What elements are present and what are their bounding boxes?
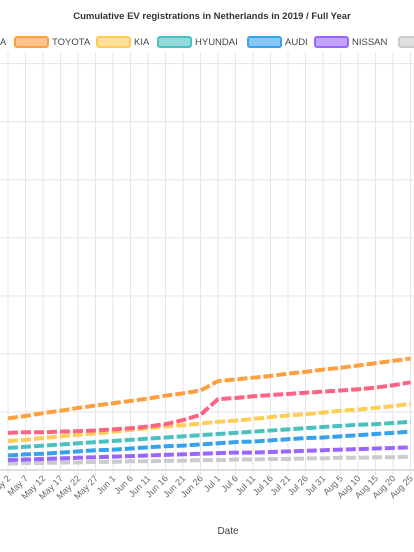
legend-label: A (0, 37, 7, 48)
x-axis-title: Date (217, 526, 239, 537)
series-line (7, 380, 411, 435)
legend-swatch (247, 36, 282, 48)
x-tick-label: Jul 1 (202, 473, 223, 494)
legend-swatch (398, 36, 414, 48)
legend-swatch (96, 36, 131, 48)
chart-title: Cumulative EV registrations in Netherlan… (73, 11, 351, 22)
grid (0, 52, 414, 475)
legend-label: HYUNDAI (195, 37, 238, 48)
legend-label: KIA (134, 37, 150, 48)
legend-swatch (157, 36, 192, 48)
series-line (7, 419, 411, 450)
legend-label: AUDI (285, 37, 308, 48)
series-line (7, 356, 411, 421)
series-line (7, 401, 411, 443)
series-line (7, 429, 411, 458)
x-tick-label: Jun 1 (95, 473, 118, 496)
series-line (7, 454, 411, 466)
legend-swatch (14, 36, 49, 48)
series-line (7, 445, 411, 463)
legend-label: NISSAN (352, 37, 388, 48)
legend-label: TOYOTA (52, 37, 91, 48)
legend-swatch (314, 36, 349, 48)
